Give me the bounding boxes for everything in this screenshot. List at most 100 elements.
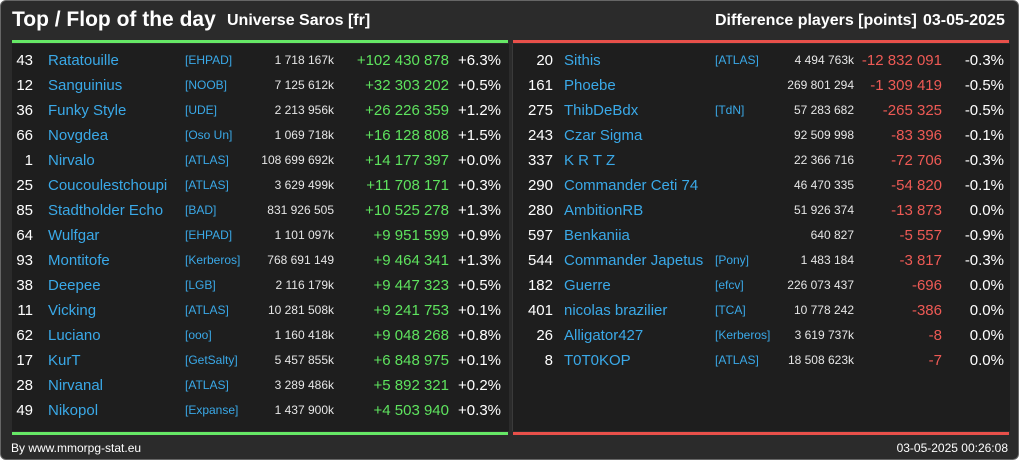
flop-bottom-divider [513, 432, 1009, 435]
flop-row: 243 Czar Sigma 92 509 998 -83 396 -0.1% [513, 123, 1010, 148]
player-link[interactable]: Funky Style [48, 102, 127, 119]
diff-cell: -54 820 [891, 177, 942, 194]
rank-cell: 12 [16, 77, 33, 94]
percent-cell: +0.5% [458, 277, 501, 294]
diff-cell: +6 848 975 [373, 352, 450, 369]
alliance-link[interactable]: [ATLAS] [715, 353, 759, 367]
player-link[interactable]: Phoebe [564, 77, 616, 94]
player-link[interactable]: Alligator427 [564, 327, 644, 344]
alliance-link[interactable]: [ATLAS] [185, 303, 229, 317]
player-link[interactable]: Nirvanal [48, 377, 104, 394]
player-link[interactable]: Luciano [48, 327, 101, 344]
alliance-link[interactable]: [ATLAS] [185, 378, 229, 392]
top-row: 85 Stadtholder Echo [BAD] 831 926 505 +10 52… [12, 198, 509, 223]
alliance-link[interactable]: [Oso Un] [185, 128, 233, 142]
alliance-link[interactable]: [ATLAS] [715, 53, 759, 67]
player-link[interactable]: Nirvalo [48, 152, 95, 169]
points-cell: 92 509 998 [793, 128, 854, 142]
points-cell: 3 629 499k [274, 178, 334, 192]
flop-row: 182 Guerre [efcv] 226 073 437 -696 0.0% [513, 273, 1010, 298]
player-link[interactable]: Sithis [564, 52, 601, 69]
percent-cell: -0.1% [964, 127, 1004, 144]
points-cell: 4 494 763k [794, 53, 854, 67]
diff-cell: +4 503 940 [373, 402, 450, 419]
points-cell: 831 926 505 [267, 203, 334, 217]
player-link[interactable]: ThibDeBdx [564, 102, 639, 119]
top-row: 12 Sanguinius [NOOB] 7 125 612k +32 303 202 +… [12, 73, 509, 98]
player-link[interactable]: Vicking [48, 302, 97, 319]
rank-cell: 64 [16, 227, 33, 244]
diff-cell: -265 325 [882, 102, 942, 119]
rank-cell: 17 [16, 352, 33, 369]
alliance-link[interactable]: [Pony] [715, 253, 750, 267]
player-link[interactable]: T0T0KOP [564, 352, 631, 369]
player-link[interactable]: Novgdea [48, 127, 109, 144]
top-bottom-divider [12, 432, 508, 435]
alliance-link[interactable]: [TdN] [715, 103, 745, 117]
diff-cell: -12 832 091 [861, 52, 942, 69]
player-link[interactable]: AmbitionRB [564, 202, 644, 219]
player-link[interactable]: Stadtholder Echo [48, 202, 164, 219]
rank-cell: 66 [16, 127, 33, 144]
points-cell: 10 281 508k [267, 303, 334, 317]
alliance-link[interactable]: [TCA] [715, 303, 746, 317]
percent-cell: 0.0% [969, 277, 1004, 294]
rank-cell: 36 [16, 102, 33, 119]
top-row: 25 Coucoulestchoupi [ATLAS] 3 629 499k +11 7… [12, 173, 509, 198]
credit-text: By www.mmorpg-stat.eu [11, 441, 142, 455]
diff-cell: -72 706 [891, 152, 942, 169]
percent-cell: 0.0% [969, 202, 1004, 219]
alliance-link[interactable]: [Expanse] [185, 403, 239, 417]
percent-cell: -0.5% [964, 77, 1004, 94]
alliance-link[interactable]: [ooo] [185, 328, 212, 342]
percent-cell: -0.3% [964, 152, 1004, 169]
rank-cell: 597 [527, 227, 553, 244]
alliance-link[interactable]: [EHPAD] [185, 53, 233, 67]
player-link[interactable]: Commander Japetus [564, 252, 704, 269]
top-row: 43 Ratatouille [EHPAD] 1 718 167k +102 430 8… [12, 48, 509, 73]
diff-cell: -3 817 [899, 252, 942, 269]
alliance-link[interactable]: [Kerberos] [715, 328, 771, 342]
player-link[interactable]: KurT [48, 352, 81, 369]
alliance-link[interactable]: [UDE] [185, 103, 218, 117]
diff-cell: +9 241 753 [373, 302, 450, 319]
rank-cell: 243 [527, 127, 553, 144]
alliance-link[interactable]: [EHPAD] [185, 228, 233, 242]
player-link[interactable]: Montitofe [48, 252, 110, 269]
alliance-link[interactable]: [BAD] [185, 203, 217, 217]
alliance-link[interactable]: [efcv] [715, 278, 744, 292]
alliance-link[interactable]: [LGB] [185, 278, 216, 292]
player-link[interactable]: Sanguinius [48, 77, 123, 94]
alliance-link[interactable]: [GetSalty] [185, 353, 238, 367]
rank-cell: 280 [527, 202, 553, 219]
player-link[interactable]: nicolas brazilier [564, 302, 668, 319]
rank-cell: 401 [527, 302, 553, 319]
rank-cell: 26 [536, 327, 553, 344]
diff-cell: -83 396 [891, 127, 942, 144]
player-link[interactable]: Deepee [48, 277, 101, 294]
percent-cell: +0.9% [458, 227, 501, 244]
percent-cell: 0.0% [969, 302, 1004, 319]
metric-label: Difference players [points] [715, 12, 917, 29]
rank-cell: 1 [24, 152, 33, 169]
player-link[interactable]: Czar Sigma [564, 127, 643, 144]
alliance-link[interactable]: [NOOB] [185, 78, 228, 92]
player-link[interactable]: Nikopol [48, 402, 99, 419]
flop-row: 20 Sithis [ATLAS] 4 494 763k -12 832 091 -0.3… [513, 48, 1010, 73]
alliance-link[interactable]: [ATLAS] [185, 178, 229, 192]
rank-cell: 43 [16, 52, 33, 69]
alliance-link[interactable]: [ATLAS] [185, 153, 229, 167]
alliance-link[interactable]: [Kerberos] [185, 253, 241, 267]
player-link[interactable]: Benkaniia [564, 227, 630, 244]
points-cell: 226 073 437 [787, 278, 854, 292]
player-link[interactable]: Ratatouille [48, 52, 119, 69]
player-link[interactable]: Commander Ceti 74 [564, 177, 699, 194]
player-link[interactable]: Coucoulestchoupi [48, 177, 168, 194]
diff-cell: -13 873 [891, 202, 942, 219]
page-title: Top / Flop of the day [12, 8, 216, 31]
player-link[interactable]: Guerre [564, 277, 611, 294]
diff-cell: +9 464 341 [373, 252, 450, 269]
diff-cell: -7 [928, 352, 942, 369]
player-link[interactable]: Wulfgar [48, 227, 100, 244]
player-link[interactable]: K R T Z [564, 152, 616, 169]
